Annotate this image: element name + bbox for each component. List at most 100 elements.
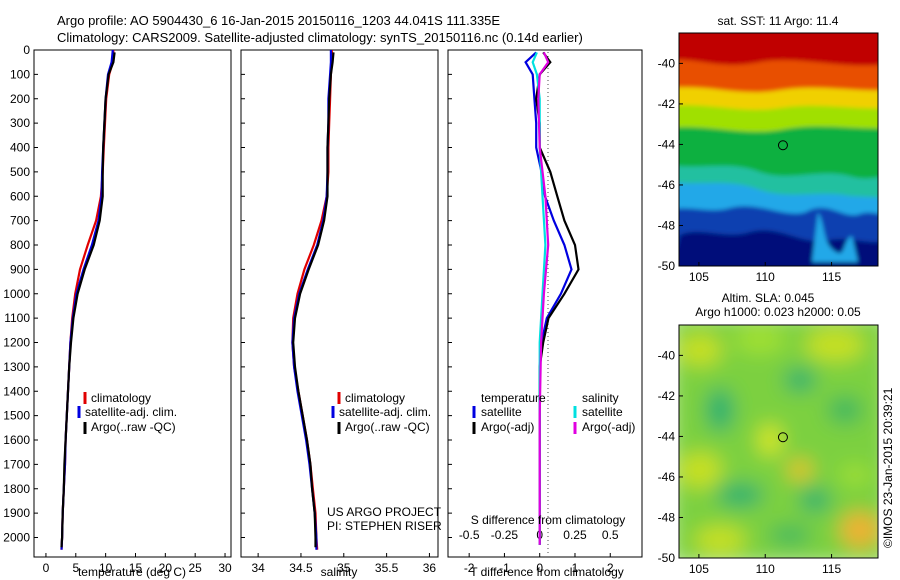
difference-depth-ticks [448, 49, 452, 538]
salinity-plot-frame [240, 49, 439, 558]
temperature-panel: 0100200300400500600700800900100011001200… [3, 43, 232, 579]
legend-climatology: climatology [91, 391, 151, 405]
depth-tick-label: 700 [10, 214, 30, 228]
temperature-axis-label: temperature (deg C) [78, 565, 186, 579]
salinity-axis-label: salinity [321, 565, 358, 579]
salinity-profiles [291, 50, 335, 550]
legend-s-argo: Argo(-adj) [582, 420, 635, 434]
depth-tick-label: 600 [10, 189, 30, 203]
depth-tick-label: 200 [10, 92, 30, 106]
lon-tick-label: 105 [689, 270, 709, 284]
sla-field [679, 325, 878, 558]
s-diff-tick-label: -0.5 [459, 528, 480, 542]
t-difference-axis-label: T difference from climatology [470, 565, 624, 579]
sla-map-title-line1: Altim. SLA: 0.045 [722, 291, 815, 305]
x-tick-label: 1 [572, 561, 579, 575]
legend-s-satellite: satellite [582, 405, 623, 419]
lat-tick-label: -48 [658, 218, 676, 232]
lat-tick-label: -40 [658, 348, 676, 362]
temperature-legend: climatology satellite-adj. clim. Argo(..… [77, 391, 177, 434]
sla-map: 105 110 115 -40 -42 -44 -46 -48 -50 [658, 324, 879, 576]
lat-tick-label: -50 [658, 259, 676, 273]
legend-climatology: climatology [345, 391, 405, 405]
x-tick-label: 10 [99, 561, 113, 575]
depth-tick-label: 1200 [3, 336, 30, 350]
depth-tick-label: 800 [10, 238, 30, 252]
x-tick-label: 30 [218, 561, 232, 575]
depth-tick-label: 900 [10, 262, 30, 276]
depth-tick-label: 1300 [3, 360, 30, 374]
lat-tick-label: -48 [658, 510, 676, 524]
depth-tick-label: 1100 [4, 311, 30, 325]
s-diff-tick-label: 0.5 [602, 528, 619, 542]
lon-tick-label: 110 [756, 562, 775, 576]
lon-tick-label: 115 [822, 270, 841, 284]
sst-map: 105 110 115 -40 -42 -44 -46 -48 -50 [658, 32, 879, 284]
depth-tick-label: 1800 [3, 482, 30, 496]
lat-tick-label: -44 [658, 137, 676, 151]
x-tick-label: 2 [607, 561, 614, 575]
principal-investigator: PI: STEPHEN RISER [327, 519, 442, 533]
depth-tick-label: 400 [10, 141, 30, 155]
temperature-profiles [60, 49, 116, 550]
argo-float-marker [777, 432, 788, 443]
sst-map-axes: 105 110 115 -40 -42 -44 -46 -48 -50 [658, 56, 842, 284]
x-tick-label: 25 [189, 561, 203, 575]
legend-t-argo: Argo(-adj) [481, 420, 534, 434]
difference-profiles [524, 51, 580, 545]
salinity-panel: 34 34.5 35 35.5 36 salinity climatology sate… [240, 49, 442, 579]
depth-tick-label: 100 [10, 67, 30, 81]
difference-panel: -2 -1 0 1 2 -0.5 -0.25 0 0.25 0.5 T difference f… [447, 49, 643, 579]
sla-map-title-line2: Argo h1000: 0.023 h2000: 0.05 [695, 305, 861, 319]
lat-tick-label: -42 [658, 389, 676, 403]
depth-tick-label: 500 [10, 165, 30, 179]
s-diff-tick-label: -0.25 [491, 528, 519, 542]
legend-argo: Argo(..raw -QC) [91, 420, 176, 434]
project-name: US ARGO PROJECT [327, 505, 442, 519]
x-tick-label: 35.5 [375, 561, 399, 575]
sla-map-frame [678, 324, 879, 559]
figure-title-line2: Climatology: CARS2009. Satellite-adjuste… [57, 30, 583, 45]
legend-header-temperature: temperature [481, 391, 546, 405]
legend-satellite: satellite-adj. clim. [339, 405, 431, 419]
salinity-legend: climatology satellite-adj. clim. Argo(..… [331, 391, 431, 434]
depth-tick-label: 1900 [3, 506, 30, 520]
depth-tick-label: 1600 [3, 433, 30, 447]
x-tick-label: -2 [464, 561, 475, 575]
salinity-depth-ticks [241, 49, 245, 538]
x-tick-label: 36 [423, 561, 437, 575]
lat-tick-label: -40 [658, 56, 676, 70]
x-tick-label: 34.5 [289, 561, 313, 575]
lat-tick-label: -46 [658, 470, 676, 484]
series-line-salinity-argo-adj [537, 51, 550, 545]
figure-title-line1: Argo profile: AO 5904430_6 16-Jan-2015 2… [57, 13, 500, 28]
temperature-plot-frame [33, 49, 232, 558]
lon-tick-label: 110 [756, 270, 775, 284]
x-tick-label: 0 [536, 561, 543, 575]
lat-tick-label: -46 [658, 178, 676, 192]
legend-argo: Argo(..raw -QC) [345, 420, 430, 434]
imos-watermark: ©IMOS 23-Jan-2015 20:39:21 [881, 387, 895, 548]
depth-tick-label: 1400 [3, 384, 30, 398]
difference-plot-frame [447, 49, 643, 558]
lon-tick-label: 115 [822, 562, 841, 576]
x-tick-label: -1 [499, 561, 510, 575]
depth-tick-label: 2000 [3, 531, 30, 545]
legend-t-satellite: satellite [481, 405, 522, 419]
sst-field [679, 33, 878, 266]
depth-tick-label: 1000 [3, 287, 30, 301]
depth-tick-label: 0 [23, 43, 30, 57]
sla-map-axes: 105 110 115 -40 -42 -44 -46 -48 -50 [658, 348, 842, 576]
series-line-argo-raw-qc [292, 52, 335, 548]
lat-tick-label: -44 [658, 429, 676, 443]
legend-header-salinity: salinity [582, 391, 619, 405]
sst-map-title: sat. SST: 11 Argo: 11.4 [718, 14, 839, 28]
s-difference-axis-label: S difference from climatology [471, 513, 626, 527]
x-tick-label: 15 [129, 561, 143, 575]
legend-satellite: satellite-adj. clim. [85, 405, 177, 419]
x-tick-label: 35 [337, 561, 351, 575]
lon-tick-label: 105 [689, 562, 709, 576]
x-tick-label: 20 [159, 561, 173, 575]
x-tick-label: 5 [72, 561, 79, 575]
